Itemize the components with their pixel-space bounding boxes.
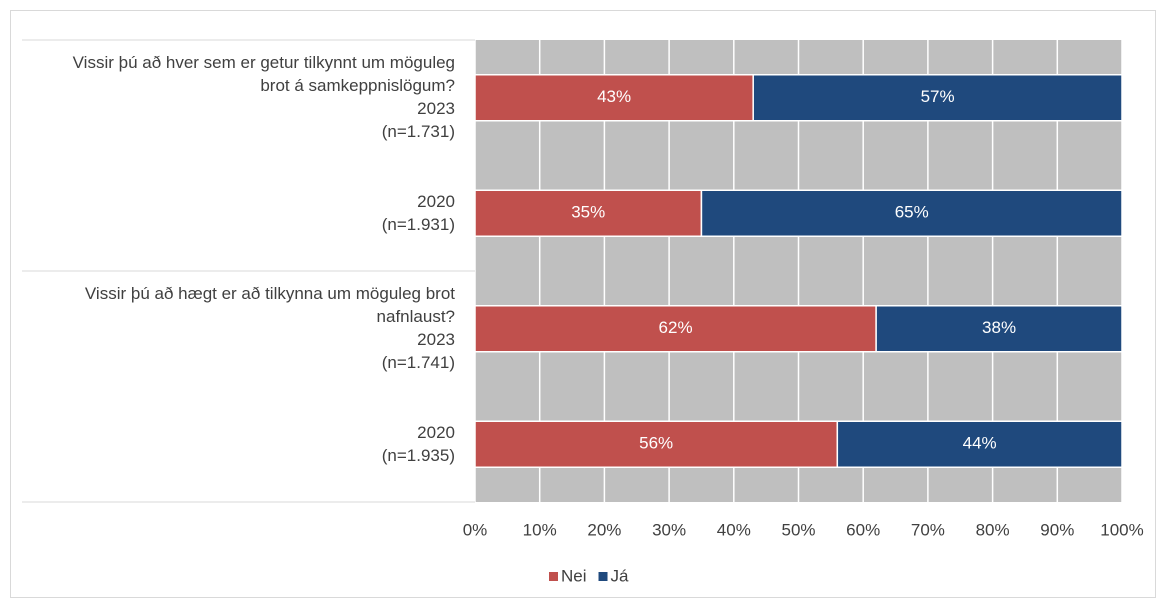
bar-segment bbox=[474, 189, 703, 237]
y-tick-label: 2023 (n=1.741) bbox=[381, 329, 455, 372]
bar-segment bbox=[474, 74, 754, 122]
data-label: 44% bbox=[963, 434, 997, 453]
legend-swatch bbox=[598, 572, 608, 581]
x-tick-label: 90% bbox=[1040, 520, 1074, 539]
x-tick-label: 40% bbox=[717, 520, 751, 539]
x-tick-label: 60% bbox=[846, 520, 880, 539]
group-label: Vissir þú að hver sem er getur tilkynnt … bbox=[72, 53, 455, 95]
bar-segment bbox=[752, 74, 1123, 122]
bar-segment bbox=[836, 420, 1123, 468]
bar-segment bbox=[474, 305, 877, 353]
group-label: Vissir þú að hægt er að tilkynna um mögu… bbox=[84, 284, 455, 326]
x-tick-label: 50% bbox=[781, 520, 815, 539]
bar-segment bbox=[700, 189, 1123, 237]
data-label: 43% bbox=[597, 87, 631, 106]
legend-swatch bbox=[549, 572, 558, 581]
x-tick-label: 70% bbox=[911, 520, 945, 539]
x-tick-label: 30% bbox=[652, 520, 686, 539]
x-tick-label: 20% bbox=[587, 520, 621, 539]
data-label: 35% bbox=[571, 203, 605, 222]
data-label: 56% bbox=[639, 434, 673, 453]
y-tick-label: 2020 (n=1.931) bbox=[381, 192, 455, 235]
y-tick-label: 2023 (n=1.731) bbox=[381, 98, 455, 141]
legend-label: Já bbox=[611, 566, 630, 585]
x-tick-label: 100% bbox=[1100, 520, 1143, 539]
x-tick-label: 80% bbox=[976, 520, 1010, 539]
x-tick-label: 10% bbox=[523, 520, 557, 539]
bar-segment bbox=[875, 305, 1123, 353]
data-label: 57% bbox=[921, 87, 955, 106]
data-label: 62% bbox=[659, 318, 693, 337]
data-label: 65% bbox=[895, 203, 929, 222]
legend-label: Nei bbox=[561, 566, 587, 585]
data-label: 38% bbox=[982, 318, 1016, 337]
y-tick-label: 2020 (n=1.935) bbox=[381, 423, 455, 466]
bar-segment bbox=[474, 420, 839, 468]
x-tick-label: 0% bbox=[463, 520, 488, 539]
